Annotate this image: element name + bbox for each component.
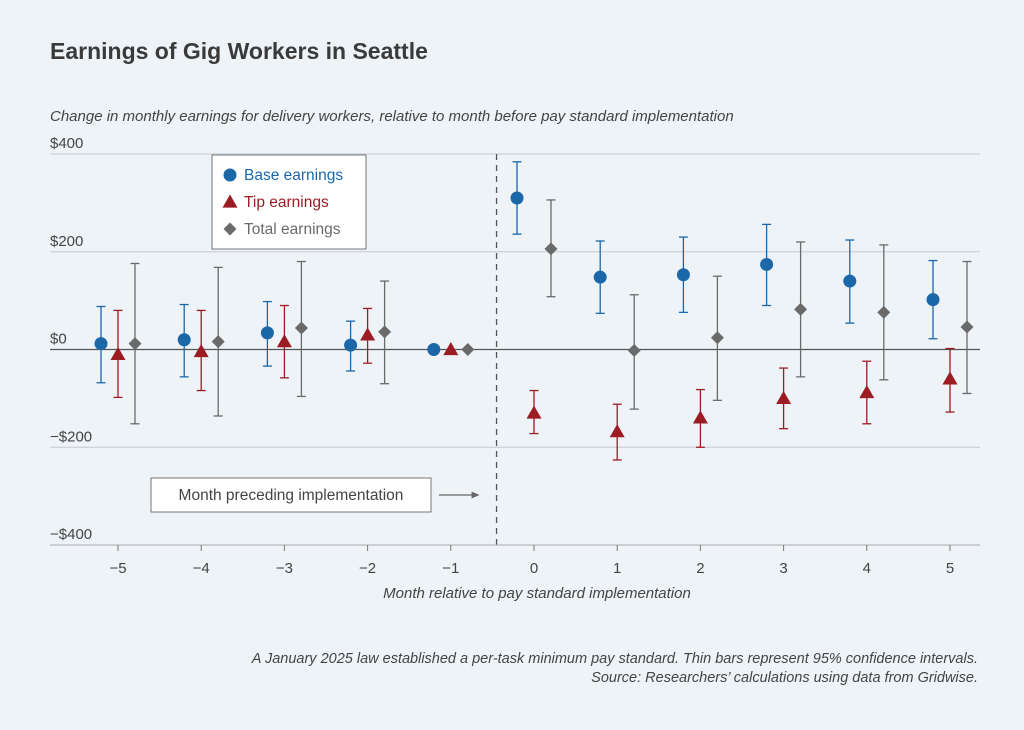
base-earnings-point [760,257,774,271]
chart-subtitle: Change in monthly earnings for delivery … [50,108,734,125]
base-earnings-point [344,338,358,352]
x-tick-label: −5 [109,560,126,577]
base-earnings-point [510,191,524,205]
base-earnings-point [177,333,191,347]
tip-earnings-point [609,424,625,438]
base-earnings-point [94,337,108,351]
total-earnings-point [794,302,808,316]
footnote-line-2: Source: Researchers’ calculations using … [591,670,978,686]
tip-earnings-point [193,343,209,358]
tip-earnings-point [360,327,376,341]
x-tick-label: 0 [530,560,538,577]
y-tick-label: $400 [50,135,83,152]
tip-earnings-point [776,390,792,404]
footnote-line-1: A January 2025 law established a per-tas… [251,651,978,667]
annotation-arrow-head [471,491,480,499]
x-tick-label: −3 [276,560,293,577]
axis-layer: $400 $200 $0 −$200 −$400 −5 −4 −3 −2 −1 0 1 2 3 4 5 Mont… [50,135,980,602]
y-tick-label: $0 [50,331,67,348]
legend-marker-tip-earnings [222,194,238,208]
tip-earnings-point [526,405,542,419]
total-earnings-point [378,325,392,339]
x-tick-label: −1 [442,560,459,577]
legend-box [211,154,367,250]
legend: Base earnings Tip earnings Total earnings [211,154,367,250]
y-tick-label: −$200 [50,428,92,445]
x-tick-label: 1 [613,560,621,577]
base-earnings-point [260,326,274,340]
tip-earnings-point [859,385,875,399]
tip-earnings-point [692,410,708,424]
base-earnings-point [843,274,857,288]
chart-title: Earnings of Gig Workers in Seattle [50,38,428,64]
tip-earnings-point [443,342,459,356]
base-earnings-point [427,343,441,356]
base-earnings-point [676,268,690,282]
x-tick-label: 3 [779,560,787,577]
tip-earnings-point [276,334,292,348]
total-earnings-point [544,242,558,256]
y-tick-label: $200 [50,233,83,250]
annotation-box [150,477,432,513]
legend-label-base-earnings: Base earnings [244,167,343,184]
y-tick-label: −$400 [50,526,92,543]
total-earnings-point [710,331,724,345]
x-tick-label: 5 [946,560,954,577]
base-earnings-point [593,270,607,284]
total-earnings-point [877,305,891,319]
tip-earnings-point [942,371,958,385]
tip-earnings-point [110,346,126,361]
footnote: A January 2025 law established a per-tas… [252,650,978,688]
total-earnings-point [461,343,475,356]
x-tick-label: −4 [193,560,210,577]
annotation-text: Month preceding implementation [179,487,404,504]
x-axis-label: Month relative to pay standard implement… [383,585,691,602]
x-tick-label: 2 [696,560,704,577]
legend-label-total-earnings: Total earnings [244,221,341,238]
legend-label-tip-earnings: Tip earnings [244,194,329,211]
total-earnings-point [211,335,225,349]
x-tick-label: 4 [863,560,871,577]
total-earnings-point [960,320,974,334]
total-earnings-point [294,321,308,335]
total-earnings-point [627,343,641,357]
x-tick-label: −2 [359,560,376,577]
legend-marker-base-earnings [223,168,237,182]
annotation-layer: Month preceding implementation [150,477,480,513]
data-layer [94,161,974,461]
total-earnings-point [128,337,142,351]
base-earnings-point [926,293,940,307]
legend-marker-total-earnings [223,222,237,236]
